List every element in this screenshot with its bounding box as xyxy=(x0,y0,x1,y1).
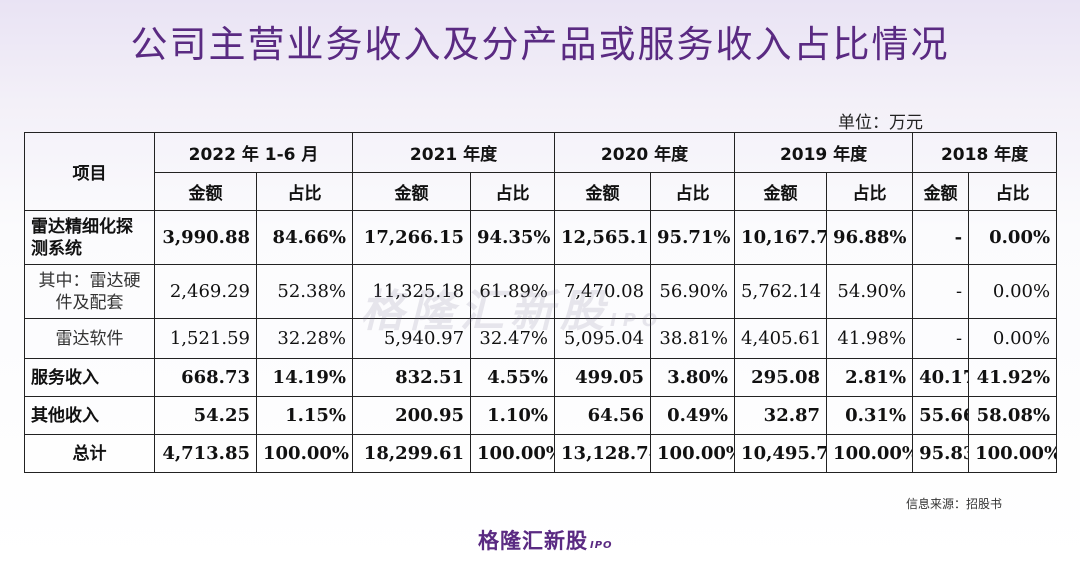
cell: 0.00% xyxy=(968,264,1058,319)
cell: 5,940.97 xyxy=(352,318,472,359)
period-header: 2020 年度 xyxy=(554,132,736,173)
cell: 832.51 xyxy=(352,358,472,397)
row-label: 其他收入 xyxy=(24,396,155,435)
ratio-header: 占比 xyxy=(255,172,354,211)
cell: 13,128.74 xyxy=(554,434,652,473)
cell: 11,325.18 xyxy=(352,264,472,319)
cell: 54.25 xyxy=(154,396,257,435)
cell: 17,266.15 xyxy=(352,210,472,265)
amount-header: 金额 xyxy=(912,172,970,211)
cell: 41.98% xyxy=(826,318,914,359)
cell: 1.10% xyxy=(470,396,556,435)
amount-header: 金额 xyxy=(154,172,257,211)
period-header: 2018 年度 xyxy=(912,132,1058,173)
cell: 10,495.71 xyxy=(734,434,828,473)
cell: 0.49% xyxy=(650,396,736,435)
cell: 14.19% xyxy=(255,358,354,397)
cell: 7,470.08 xyxy=(554,264,652,319)
row-label: 雷达精细化探测系统 xyxy=(24,210,155,265)
item-header: 项目 xyxy=(24,132,155,211)
revenue-table: 项目 2022 年 1-6 月 2021 年度 2020 年度 2019 年度 … xyxy=(24,132,1058,473)
amount-header: 金额 xyxy=(352,172,472,211)
ratio-header: 占比 xyxy=(470,172,556,211)
cell: - xyxy=(912,318,970,359)
cell: 95.71% xyxy=(650,210,736,265)
cell: 32.87 xyxy=(734,396,828,435)
table-row: 其他收入 54.25 1.15% 200.95 1.10% 64.56 0.49… xyxy=(24,396,1058,435)
cell: 0.00% xyxy=(968,318,1058,359)
ratio-header: 占比 xyxy=(826,172,914,211)
row-label: 服务收入 xyxy=(24,358,155,397)
cell: 0.31% xyxy=(826,396,914,435)
brand-logo: 格隆汇新股 IPO xyxy=(478,525,613,555)
cell: - xyxy=(912,210,970,265)
cell: 10,167.76 xyxy=(734,210,828,265)
cell: 58.08% xyxy=(968,396,1058,435)
cell: 52.38% xyxy=(255,264,354,319)
ratio-header: 占比 xyxy=(968,172,1058,211)
cell: 94.35% xyxy=(470,210,556,265)
row-label: 雷达软件 xyxy=(24,318,155,359)
cell: 100.00% xyxy=(826,434,914,473)
cell: 0.00% xyxy=(968,210,1058,265)
cell: 40.17 xyxy=(912,358,970,397)
source-note: 信息来源：招股书 xyxy=(906,497,1003,511)
cell: 100.00% xyxy=(650,434,736,473)
cell: 32.47% xyxy=(470,318,556,359)
unit-label: 单位：万元 xyxy=(838,113,923,133)
cell: 54.90% xyxy=(826,264,914,319)
table-row-total: 总计 4,713.85 100.00% 18,299.61 100.00% 13… xyxy=(24,434,1058,473)
cell: 61.89% xyxy=(470,264,556,319)
cell: 3.80% xyxy=(650,358,736,397)
cell: 100.00% xyxy=(968,434,1058,473)
row-label: 总计 xyxy=(24,434,155,473)
cell: 4,405.61 xyxy=(734,318,828,359)
cell: 2.81% xyxy=(826,358,914,397)
cell: 2,469.29 xyxy=(154,264,257,319)
logo-text: 格隆汇新股 xyxy=(478,529,588,553)
cell: 12,565.13 xyxy=(554,210,652,265)
cell: 200.95 xyxy=(352,396,472,435)
cell: 95.83 xyxy=(912,434,970,473)
header-row-sub: 金额 占比 金额 占比 金额 占比 金额 占比 金额 占比 xyxy=(25,172,1058,211)
cell: 56.90% xyxy=(650,264,736,319)
cell: 64.56 xyxy=(554,396,652,435)
cell: 32.28% xyxy=(255,318,354,359)
cell: 499.05 xyxy=(554,358,652,397)
header-row-periods: 项目 2022 年 1-6 月 2021 年度 2020 年度 2019 年度 … xyxy=(24,132,1058,211)
cell: 3,990.88 xyxy=(154,210,257,265)
period-header: 2022 年 1-6 月 xyxy=(153,132,354,173)
cell: 84.66% xyxy=(255,210,354,265)
cell: 55.66 xyxy=(912,396,970,435)
page-title: 公司主营业务收入及分产品或服务收入占比情况 xyxy=(130,23,950,66)
cell: 100.00% xyxy=(470,434,556,473)
cell: 5,762.14 xyxy=(734,264,828,319)
amount-header: 金额 xyxy=(554,172,652,211)
cell: 1,521.59 xyxy=(154,318,257,359)
cell: 4,713.85 xyxy=(154,434,257,473)
cell: 668.73 xyxy=(154,358,257,397)
ratio-header: 占比 xyxy=(650,172,736,211)
cell: 18,299.61 xyxy=(352,434,472,473)
cell: 5,095.04 xyxy=(554,318,652,359)
cell: - xyxy=(912,264,970,319)
logo-suffix: IPO xyxy=(590,540,613,551)
table-row: 其中：雷达硬件及配套 2,469.29 52.38% 11,325.18 61.… xyxy=(24,264,1058,319)
table-row: 雷达软件 1,521.59 32.28% 5,940.97 32.47% 5,0… xyxy=(24,318,1058,359)
cell: 96.88% xyxy=(826,210,914,265)
table-row: 雷达精细化探测系统 3,990.88 84.66% 17,266.15 94.3… xyxy=(24,210,1058,265)
cell: 295.08 xyxy=(734,358,828,397)
cell: 38.81% xyxy=(650,318,736,359)
table-row: 服务收入 668.73 14.19% 832.51 4.55% 499.05 3… xyxy=(24,358,1058,397)
period-header: 2021 年度 xyxy=(352,132,556,173)
amount-header: 金额 xyxy=(734,172,828,211)
cell: 41.92% xyxy=(968,358,1058,397)
period-header: 2019 年度 xyxy=(734,132,914,173)
cell: 1.15% xyxy=(255,396,354,435)
cell: 4.55% xyxy=(470,358,556,397)
cell: 100.00% xyxy=(255,434,354,473)
row-label: 其中：雷达硬件及配套 xyxy=(24,264,155,319)
